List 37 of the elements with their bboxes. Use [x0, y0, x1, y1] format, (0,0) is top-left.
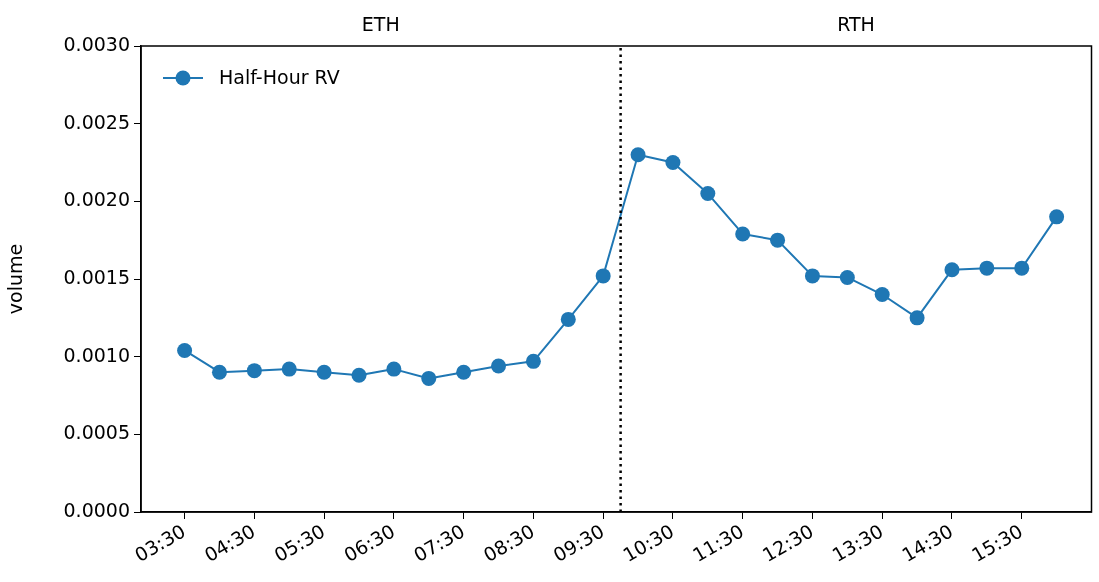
point	[1014, 260, 1030, 276]
point	[735, 226, 751, 242]
y-tick-label: 0.0030	[63, 32, 130, 55]
point	[456, 364, 472, 380]
point	[595, 268, 611, 284]
point	[351, 367, 367, 383]
point	[979, 260, 995, 276]
point	[281, 361, 297, 377]
point	[386, 361, 402, 377]
point	[491, 358, 507, 374]
point	[525, 353, 541, 369]
point	[560, 311, 576, 327]
y-tick-label: 0.0000	[63, 498, 130, 521]
point	[177, 342, 193, 358]
point	[211, 364, 227, 380]
point	[700, 186, 716, 202]
point	[630, 147, 646, 163]
point	[770, 232, 786, 248]
point	[316, 364, 332, 380]
text: ETH	[361, 13, 400, 36]
y-tick-label: 0.0025	[63, 110, 130, 133]
y-tick-label: 0.0015	[63, 265, 130, 288]
point	[246, 363, 262, 379]
legend-label: Half-Hour RV	[219, 65, 340, 88]
y-tick-label: 0.0010	[63, 343, 130, 366]
point	[804, 268, 820, 284]
point	[874, 287, 890, 303]
point	[839, 269, 855, 285]
y-tick-label: 0.0005	[63, 421, 130, 444]
text: RTH	[837, 13, 875, 36]
point	[944, 262, 960, 278]
point	[665, 155, 681, 170]
point	[1049, 209, 1065, 225]
y-axis-title: volume	[4, 243, 27, 315]
point	[421, 370, 437, 386]
point	[909, 310, 925, 326]
y-tick-label: 0.0020	[63, 188, 130, 211]
